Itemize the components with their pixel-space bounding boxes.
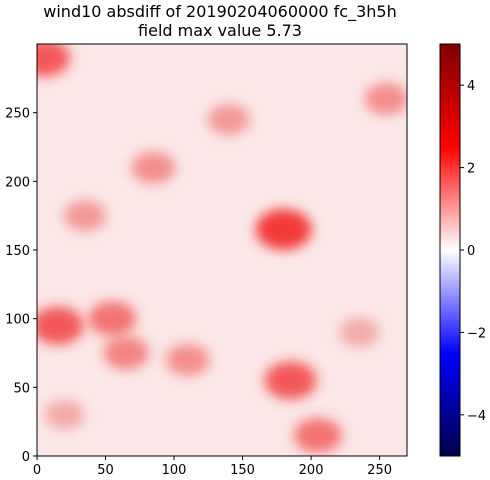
hotspot-13 <box>339 317 380 347</box>
hotspot-5 <box>293 417 342 453</box>
colorbar-tick-label: 0 <box>467 244 475 259</box>
hotspot-11 <box>44 400 85 430</box>
hotspot-1 <box>88 301 137 337</box>
x-tick-label: 150 <box>230 463 255 478</box>
colorbar-ticks: −4 −2 0 2 4 <box>460 79 486 424</box>
y-tick-label: 200 <box>5 175 30 190</box>
y-tick-label: 0 <box>22 450 30 465</box>
colorbar-tick-label: 4 <box>467 79 475 94</box>
hotspot-0 <box>37 306 84 345</box>
chart-subtitle: field max value 5.73 <box>138 21 302 40</box>
hotspot-6 <box>131 151 176 184</box>
hotspot-4 <box>264 361 317 400</box>
hotspot-3 <box>165 343 210 376</box>
chart-title: wind10 absdiff of 20190204060000 fc_3h5h <box>43 2 396 22</box>
x-tick-label: 100 <box>162 463 187 478</box>
hotspot-12 <box>207 104 251 135</box>
heatmap-hotspots <box>37 44 407 453</box>
colorbar-bar <box>439 43 461 457</box>
hotspot-2 <box>103 336 149 370</box>
y-axis: 0 50 100 150 200 250 <box>5 107 37 465</box>
y-tick-label: 100 <box>5 313 30 328</box>
y-tick-label: 50 <box>13 381 30 396</box>
heatmap-area <box>37 44 407 456</box>
x-tick-label: 0 <box>33 463 41 478</box>
hotspot-7 <box>255 208 312 250</box>
colorbar-tick-label: −2 <box>467 326 486 341</box>
x-tick-label: 200 <box>299 463 324 478</box>
colorbar: −4 −2 0 2 4 <box>439 43 486 457</box>
x-tick-label: 250 <box>367 463 392 478</box>
x-axis: 0 50 100 150 200 250 <box>33 456 392 478</box>
colorbar-tick-label: 2 <box>467 162 475 177</box>
x-tick-label: 50 <box>97 463 114 478</box>
colorbar-tick-label: −4 <box>467 409 486 424</box>
hotspot-8 <box>37 44 70 77</box>
y-tick-label: 250 <box>5 107 30 122</box>
y-tick-label: 150 <box>5 244 30 259</box>
hotspot-10 <box>63 200 107 232</box>
hotspot-9 <box>364 82 407 115</box>
